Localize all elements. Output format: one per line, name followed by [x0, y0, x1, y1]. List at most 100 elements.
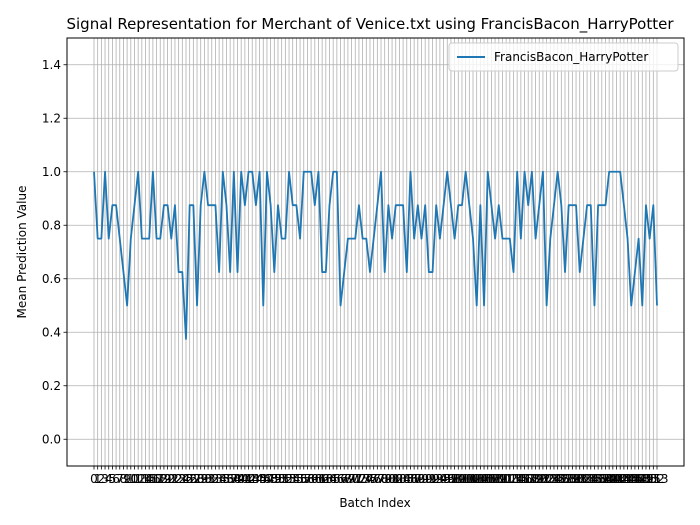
- y-tick-label: 0.2: [42, 379, 61, 393]
- x-tick-label: 99: [451, 472, 466, 486]
- x-tick-label: 58: [300, 472, 315, 486]
- x-tick-label: 73: [355, 472, 370, 486]
- x-tick-label: 102: [458, 472, 481, 486]
- x-tick-label: 97: [443, 472, 458, 486]
- y-tick-label: 1.4: [42, 58, 61, 72]
- x-tick-label: 122: [531, 472, 554, 486]
- x-tick-label: 69: [340, 472, 355, 486]
- x-tick-label: 108: [480, 472, 503, 486]
- x-tick-label: 120: [524, 472, 547, 486]
- x-tick-label: 14: [138, 472, 153, 486]
- x-tick-label: 44: [248, 472, 263, 486]
- x-tick-label: 138: [590, 472, 613, 486]
- x-tick-label: 37: [223, 472, 238, 486]
- x-tick-label: 80: [381, 472, 396, 486]
- x-tick-label: 8: [120, 472, 128, 486]
- x-tick-label: 29: [193, 472, 208, 486]
- x-tick-label: 94: [432, 472, 447, 486]
- x-tick-label: 79: [377, 472, 392, 486]
- x-tick-label: 109: [484, 472, 507, 486]
- x-tick-label: 87: [406, 472, 421, 486]
- x-tick-label: 68: [337, 472, 352, 486]
- x-tick-label: 70: [344, 472, 359, 486]
- x-tick-label: 100: [451, 472, 474, 486]
- x-tick-label: 48: [263, 472, 278, 486]
- x-tick-label: 137: [587, 472, 610, 486]
- x-tick-label: 3: [101, 472, 109, 486]
- x-tick-label: 57: [296, 472, 311, 486]
- x-tick-label: 1: [94, 472, 102, 486]
- x-tick-label: 148: [627, 472, 650, 486]
- x-tick-label: 119: [520, 472, 543, 486]
- x-tick-label: 141: [601, 472, 624, 486]
- x-tick-label: 2: [98, 472, 106, 486]
- x-tick-label: 88: [410, 472, 425, 486]
- x-tick-label: 89: [414, 472, 429, 486]
- x-tick-label: 150: [635, 472, 658, 486]
- x-tick-label: 116: [509, 472, 532, 486]
- x-tick-label: 134: [576, 472, 599, 486]
- x-tick-label: 41: [237, 472, 252, 486]
- x-tick-label: 127: [550, 472, 573, 486]
- x-tick-label: 113: [498, 472, 521, 486]
- x-tick-label: 32: [204, 472, 219, 486]
- x-tick-label: 129: [557, 472, 580, 486]
- y-tick-label: 0.4: [42, 325, 61, 339]
- x-tick-label: 61: [311, 472, 326, 486]
- x-tick-label: 143: [609, 472, 632, 486]
- x-tick-label: 13: [134, 472, 149, 486]
- x-tick-label: 25: [178, 472, 193, 486]
- x-tick-label: 18: [153, 472, 168, 486]
- x-tick-label: 95: [436, 472, 451, 486]
- x-tick-label: 130: [561, 472, 584, 486]
- x-tick-label: 12: [131, 472, 146, 486]
- x-tick-label: 6: [112, 472, 120, 486]
- x-tick-label: 64: [322, 472, 337, 486]
- x-tick-label: 20: [160, 472, 175, 486]
- x-tick-label: 55: [289, 472, 304, 486]
- x-tick-label: 50: [270, 472, 285, 486]
- x-tick-label: 105: [469, 472, 492, 486]
- x-tick-label: 0: [90, 472, 98, 486]
- x-tick-label: 33: [208, 472, 223, 486]
- plot-area-frame: [66, 37, 685, 467]
- x-tick-label: 45: [252, 472, 267, 486]
- x-tick-label: 140: [598, 472, 621, 486]
- x-tick-label: 126: [546, 472, 569, 486]
- x-tick-label: 52: [278, 472, 293, 486]
- x-tick-label: 128: [554, 472, 577, 486]
- x-tick-label: 59: [303, 472, 318, 486]
- x-tick-label: 112: [495, 472, 518, 486]
- x-tick-label: 43: [245, 472, 260, 486]
- series-line: [93, 170, 658, 340]
- x-tick-label: 63: [318, 472, 333, 486]
- x-tick-label: 135: [579, 472, 602, 486]
- chart-title: Signal Representation for Merchant of Ve…: [66, 15, 674, 34]
- x-tick-label: 71: [348, 472, 363, 486]
- y-tick-label: 0.0: [42, 432, 61, 446]
- x-tick-label: 77: [370, 472, 385, 486]
- x-tick-label: 98: [447, 472, 462, 486]
- x-tick-label: 115: [506, 472, 529, 486]
- x-tick-label: 144: [612, 472, 635, 486]
- x-tick-label: 7: [116, 472, 124, 486]
- x-tick-label: 40: [234, 472, 249, 486]
- x-tick-label: 23: [171, 472, 186, 486]
- x-tick-label: 22: [167, 472, 182, 486]
- x-tick-label: 72: [351, 472, 366, 486]
- series-layer: [93, 170, 658, 340]
- x-tick-label: 147: [623, 472, 646, 486]
- x-axis-ticks: 0123456789101112131415161718192021222324…: [90, 466, 668, 486]
- x-tick-label: 149: [631, 472, 654, 486]
- x-tick-label: 151: [638, 472, 661, 486]
- x-tick-label: 9: [123, 472, 131, 486]
- x-tick-label: 74: [359, 472, 374, 486]
- x-tick-label: 66: [329, 472, 344, 486]
- x-tick-label: 65: [326, 472, 341, 486]
- x-tick-label: 90: [418, 472, 433, 486]
- x-tick-label: 111: [491, 472, 514, 486]
- x-tick-label: 76: [366, 472, 381, 486]
- x-tick-label: 145: [616, 472, 639, 486]
- x-tick-label: 19: [156, 472, 171, 486]
- x-tick-label: 96: [440, 472, 455, 486]
